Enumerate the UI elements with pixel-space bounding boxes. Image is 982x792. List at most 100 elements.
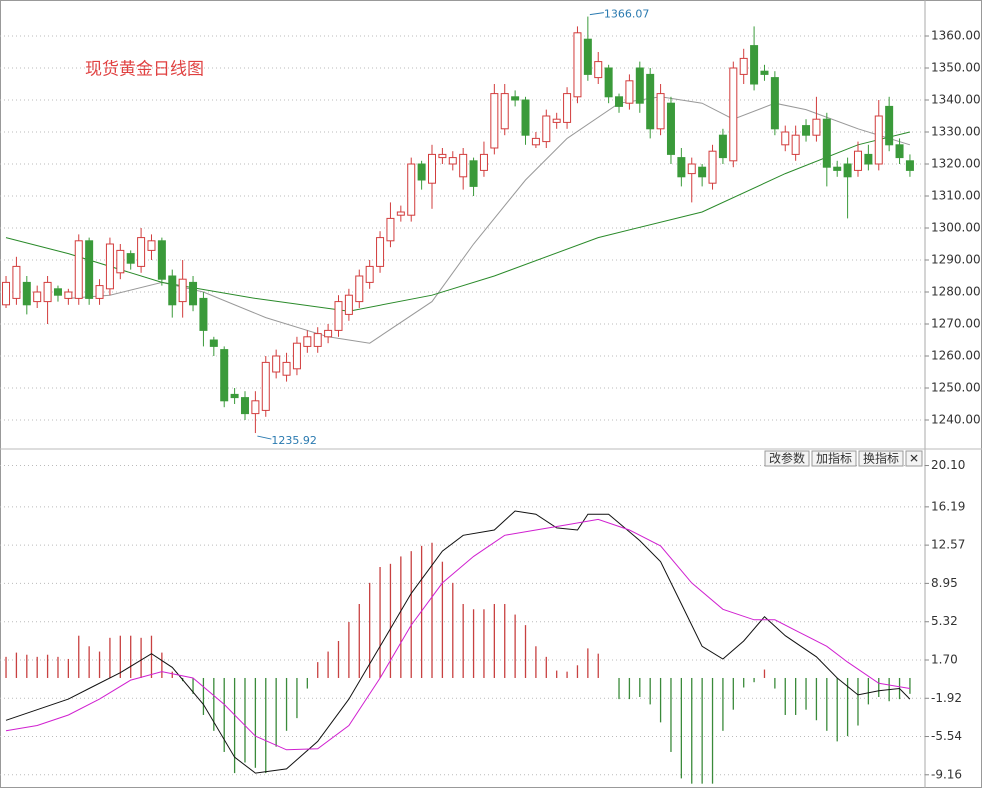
indicator-line xyxy=(5,510,911,774)
candle-body xyxy=(282,361,291,376)
candle-body xyxy=(448,157,457,165)
annotation-label: 1366.07 xyxy=(604,8,650,21)
candle-body xyxy=(12,265,21,299)
candle-body xyxy=(812,118,821,136)
candle-body xyxy=(64,291,73,299)
candle-body xyxy=(126,253,135,264)
annotation-label: 1235.92 xyxy=(271,434,317,447)
candle-body xyxy=(511,96,520,101)
candle-body xyxy=(428,153,437,184)
candle-body xyxy=(843,163,852,178)
candle-body xyxy=(656,93,665,130)
candle-body xyxy=(781,131,790,146)
candle-body xyxy=(303,336,312,347)
candle-body xyxy=(386,217,395,242)
candle-body xyxy=(157,240,166,280)
y-tick-label: -5.54 xyxy=(931,729,962,743)
candle-body xyxy=(376,237,385,267)
candle-body xyxy=(74,240,83,299)
annotation-arrow xyxy=(257,435,272,440)
candle-body xyxy=(105,243,114,290)
toolbar-button-label[interactable]: 改参数 xyxy=(769,451,805,466)
candle-body xyxy=(469,160,478,187)
candle-body xyxy=(199,297,208,331)
candle-body xyxy=(2,281,11,306)
y-tick-label: 1320.00 xyxy=(931,157,981,171)
candle-body xyxy=(687,163,696,175)
candle-body xyxy=(895,144,904,159)
candle-body xyxy=(209,339,218,347)
y-tick-label: 1270.00 xyxy=(931,317,981,331)
y-tick-label: 1300.00 xyxy=(931,221,981,235)
candle-body xyxy=(583,38,592,75)
y-tick-label: 1360.00 xyxy=(931,29,981,43)
candle-body xyxy=(905,160,914,171)
candle-body xyxy=(313,333,322,347)
candle-body xyxy=(885,105,894,146)
toolbar-button[interactable] xyxy=(811,450,857,467)
candle-body xyxy=(479,153,488,171)
toolbar-button-label[interactable]: 加指标 xyxy=(816,451,852,466)
candle-body xyxy=(542,115,551,143)
candle-body xyxy=(635,67,644,104)
toolbar-button[interactable] xyxy=(764,450,810,467)
candle-body xyxy=(33,291,42,303)
candle-body xyxy=(189,281,198,306)
candle-body xyxy=(770,77,779,130)
candle-body xyxy=(22,281,31,306)
y-tick-label: 12.57 xyxy=(931,538,965,552)
toolbar-button[interactable] xyxy=(905,450,923,467)
y-tick-label: 1.70 xyxy=(931,653,958,667)
candle-body xyxy=(272,355,281,373)
candle-body xyxy=(521,99,530,136)
candle-body xyxy=(334,301,343,331)
candle-body xyxy=(864,153,873,165)
y-tick-label: 8.95 xyxy=(931,576,958,590)
y-tick-label: 1260.00 xyxy=(931,349,981,363)
candle-body xyxy=(739,57,748,75)
candle-body xyxy=(438,153,447,159)
candle-body xyxy=(407,163,416,216)
indicator-line xyxy=(5,518,910,751)
candle-body xyxy=(677,157,686,178)
candle-body xyxy=(147,240,156,251)
candle-body xyxy=(137,237,146,267)
candle-body xyxy=(116,249,125,274)
candle-body xyxy=(822,118,831,168)
candle-body xyxy=(168,275,177,306)
candle-body xyxy=(459,153,468,178)
candle-body xyxy=(833,166,842,171)
candle-body xyxy=(490,93,499,149)
candle-body xyxy=(365,265,374,283)
candle-body xyxy=(251,400,260,415)
candle-body xyxy=(43,281,52,303)
candle-body xyxy=(698,166,707,178)
candle-body xyxy=(874,115,883,165)
candle-body xyxy=(85,240,94,299)
candle-body xyxy=(240,397,249,415)
toolbar-button[interactable] xyxy=(858,450,904,467)
candle-body xyxy=(230,393,239,399)
candle-body xyxy=(573,32,582,98)
candle-body xyxy=(261,361,270,411)
candle-body xyxy=(802,125,811,136)
candle-body xyxy=(396,211,405,216)
toolbar-button-label[interactable]: 换指标 xyxy=(863,451,899,466)
candle-body xyxy=(53,288,62,296)
indicator-line xyxy=(5,131,911,312)
y-tick-label: -1.92 xyxy=(931,691,962,705)
candle-body xyxy=(750,45,759,85)
candle-body xyxy=(552,118,561,123)
y-tick-label: 16.19 xyxy=(931,499,965,513)
y-tick-label: 1280.00 xyxy=(931,285,981,299)
candle-body xyxy=(625,80,634,104)
y-tick-label: 1330.00 xyxy=(931,125,981,139)
toolbar-button-label[interactable]: ✕ xyxy=(909,452,919,466)
candle-body xyxy=(344,294,353,315)
candle-body xyxy=(760,70,769,75)
candle-body xyxy=(708,150,717,184)
y-tick-label: 1340.00 xyxy=(931,93,981,107)
candle-body xyxy=(500,93,509,130)
y-tick-label: 1250.00 xyxy=(931,381,981,395)
